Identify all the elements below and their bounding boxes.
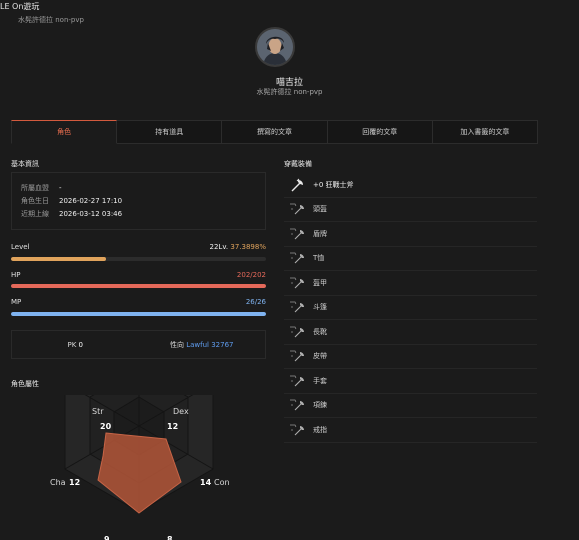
radar-value-con: 14 xyxy=(200,478,212,487)
equipment-slot[interactable]: 盾牌 xyxy=(284,222,537,247)
pk-label: PK xyxy=(67,340,77,349)
tab-written-posts[interactable]: 撰寫的文章 xyxy=(222,120,328,144)
equipment-slot[interactable]: 戒指 xyxy=(284,418,537,443)
equipment-slot-name: 手套 xyxy=(313,376,327,385)
tab-character[interactable]: 角色 xyxy=(11,120,118,144)
equipment-slot[interactable]: 斗篷 xyxy=(284,296,537,320)
level-percent: 37.3898% xyxy=(230,243,266,251)
empty-slot-icon xyxy=(287,371,307,391)
hp-bar-fill xyxy=(11,284,266,288)
tab-replied-posts[interactable]: 回覆的文章 xyxy=(327,120,433,144)
level-number: 22Lv. xyxy=(209,243,229,251)
server-line: 水髡許德拉 non-pvp xyxy=(18,16,84,24)
equipment-slot[interactable]: 手套 xyxy=(284,369,537,394)
basic-info-title: 基本資訊 xyxy=(11,160,39,168)
equipment-slot-name: 盾牌 xyxy=(313,229,327,238)
empty-slot-icon xyxy=(287,224,307,244)
radar-value-dex: 12 xyxy=(167,422,178,431)
radar-label-cha: Cha xyxy=(50,478,66,487)
empty-slot-icon xyxy=(287,346,307,366)
alignment-value: Lawful 32767 xyxy=(186,340,234,349)
radar-axis xyxy=(138,425,214,470)
equipment-slot-name: 盔甲 xyxy=(313,278,327,287)
basic-row-key: 所屬血盟 xyxy=(21,184,49,192)
equipment-slot[interactable]: 皮帶 xyxy=(284,345,537,369)
mp-value: 26/26 xyxy=(245,298,266,306)
equipment-slot-name: 斗篷 xyxy=(313,303,327,312)
empty-slot-icon xyxy=(287,322,307,342)
equipment-slot-name: 長靴 xyxy=(313,327,327,336)
level-bar-fill xyxy=(11,257,107,261)
pk-alignment-box: PK 0 性向 Lawful 32767 xyxy=(11,330,266,359)
character-name: 喵吉拉 xyxy=(275,78,303,88)
hp-bar xyxy=(11,284,266,288)
character-server: 水髡許德拉 non-pvp xyxy=(256,88,323,96)
avatar xyxy=(255,27,295,67)
mp-label: MP xyxy=(11,298,22,306)
mp-bar xyxy=(11,312,266,316)
radar-axis xyxy=(64,425,140,470)
axe-icon xyxy=(287,175,307,195)
site-title[interactable]: LE On遊玩 xyxy=(0,2,40,11)
basic-row-clan: 所屬血盟 - xyxy=(21,183,62,193)
radar-label-con: Con xyxy=(214,478,230,487)
equipment-slot-name: 項鍊 xyxy=(313,401,327,410)
radar-axis xyxy=(84,395,140,427)
equipment-slot[interactable]: 盔甲 xyxy=(284,271,537,296)
equipment-slot[interactable]: T恤 xyxy=(284,247,537,271)
tab-bookmarked-posts[interactable]: 加入書籤的文章 xyxy=(432,120,539,144)
basic-row-value: 2026-02-27 17:10 xyxy=(59,197,123,205)
equipment-slot[interactable]: 項鍊 xyxy=(284,394,537,418)
equipment-slot[interactable]: 頭盔 xyxy=(284,198,537,222)
empty-slot-icon xyxy=(287,248,307,268)
empty-slot-icon xyxy=(287,420,307,440)
basic-row-birthday: 角色生日 2026-02-27 17:10 xyxy=(21,196,122,206)
attribute-radar-chart: Str 20 Dex 12 14 Con Cha 12 8 9 xyxy=(50,395,230,540)
level-value: 22Lv. 37.3898% xyxy=(210,243,266,251)
equipment-title: 穿戴裝備 xyxy=(284,160,312,168)
mp-bar-fill xyxy=(11,312,266,316)
radar-value-str: 20 xyxy=(100,422,112,431)
equipment-slot-name: T恤 xyxy=(313,254,325,263)
pk-value: 0 xyxy=(78,340,83,349)
radar-value-cha: 12 xyxy=(69,478,80,487)
basic-row-key: 角色生日 xyxy=(21,197,49,205)
empty-slot-icon xyxy=(287,395,307,415)
basic-row-value: - xyxy=(59,184,62,192)
alignment-label: 性向 xyxy=(170,340,184,349)
tab-items[interactable]: 持有道具 xyxy=(117,120,223,144)
equipment-slot-name: +0 狂戰士斧 xyxy=(313,180,354,189)
profile-tabs: 角色 持有道具 撰寫的文章 回覆的文章 加入書籤的文章 xyxy=(11,120,539,144)
radar-label-str: Str xyxy=(92,407,104,416)
equipment-list: +0 狂戰士斧 頭盔盾牌 T恤盔甲斗篷長靴皮帶手套項鍊戒指 xyxy=(284,173,537,443)
basic-info-box xyxy=(11,172,266,230)
attributes-title: 角色屬性 xyxy=(11,380,39,388)
empty-slot-icon xyxy=(287,297,307,317)
equipment-slot-name: 頭盔 xyxy=(313,205,327,214)
hp-value: 202/202 xyxy=(236,271,266,279)
radar-label-dex: Dex xyxy=(173,407,189,416)
radar-value-int: 8 xyxy=(167,535,173,540)
hp-label: HP xyxy=(11,271,21,279)
equipment-slot-name: 皮帶 xyxy=(313,352,327,361)
level-label: Level xyxy=(11,243,30,251)
basic-row-value: 2026-03-12 03:46 xyxy=(59,210,123,218)
equipment-slot[interactable]: 長靴 xyxy=(284,320,537,345)
radar-value-polygon xyxy=(97,432,182,514)
empty-slot-icon xyxy=(287,199,307,219)
alignment: 性向 Lawful 32767 xyxy=(139,331,266,358)
equipment-slot[interactable]: +0 狂戰士斧 xyxy=(284,173,537,198)
equipment-slot-name: 戒指 xyxy=(313,425,327,434)
pk-count: PK 0 xyxy=(12,331,139,358)
radar-axis xyxy=(138,395,194,427)
basic-row-last-online: 近期上線 2026-03-12 03:46 xyxy=(21,209,122,219)
radar-value-wis: 9 xyxy=(104,535,110,540)
basic-row-key: 近期上線 xyxy=(21,210,49,218)
level-bar xyxy=(11,257,266,261)
empty-slot-icon xyxy=(287,273,307,293)
character-portrait-icon xyxy=(257,29,293,65)
